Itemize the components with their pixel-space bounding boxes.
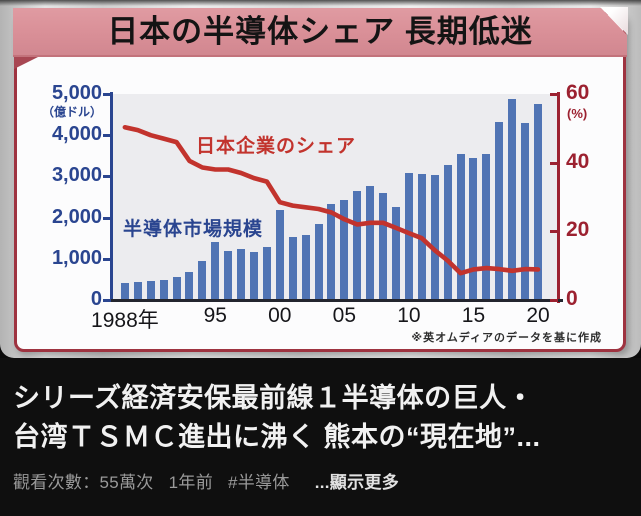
market-bar-2010 <box>404 173 413 300</box>
x-axis-label-1988: 1988年 <box>91 309 159 332</box>
right-y-axis-line <box>557 92 560 303</box>
x-axis-label-1995: 95 <box>203 304 227 327</box>
right-axis-tick <box>550 161 558 165</box>
x-axis-label-2010: 10 <box>397 304 421 327</box>
market-bar-2015 <box>469 158 478 300</box>
market-bar-1992 <box>172 277 181 300</box>
x-axis-label-2000: 00 <box>268 304 292 327</box>
video-player[interactable]: 日本の半導体シェア 長期低迷 （億ドル） (%) 日本企業のシェア 半導体市場規… <box>0 0 641 358</box>
market-bar-2000 <box>275 209 284 300</box>
market-bar-2007 <box>366 186 375 300</box>
market-bar-1998 <box>250 251 258 300</box>
market-bar-2005 <box>340 200 349 300</box>
right-axis-unit: (%) <box>567 106 588 121</box>
left-axis-tick <box>103 175 111 179</box>
left-axis-label-2,000: 2,000 <box>51 205 102 228</box>
series-label-japan-share: 日本企業のシェア <box>196 136 357 157</box>
left-axis-label-4,000: 4,000 <box>51 123 102 146</box>
market-bar-2006 <box>353 190 362 300</box>
market-bar-1997 <box>237 248 246 300</box>
market-bar-1990 <box>146 281 155 300</box>
plot-area <box>113 94 557 300</box>
left-axis-label-0: 0 <box>90 288 102 310</box>
japan-share-line <box>122 124 541 276</box>
market-bar-2013 <box>443 165 452 300</box>
market-bar-2009 <box>392 206 400 300</box>
source-note: ※英オムディアのデータを基に作成 <box>411 332 602 344</box>
left-axis-tick <box>103 257 111 261</box>
right-axis-label-0: 0 <box>566 287 578 310</box>
video-title-line1[interactable]: シリーズ経済安保最前線１半導体の巨人・ <box>13 383 535 413</box>
market-bar-1991 <box>159 279 168 300</box>
video-title[interactable]: シリーズ経済安保最前線１半導体の巨人・ 台湾ＴＳＭＣ進出に沸く 熊本の“現在地”… <box>13 379 628 457</box>
x-axis-label-2020: 20 <box>526 304 550 327</box>
market-bar-2018 <box>508 98 517 300</box>
show-more-link[interactable]: ...顯示更多 <box>314 473 399 492</box>
market-bar-1996 <box>224 251 233 300</box>
market-bar-1999 <box>262 247 271 300</box>
upload-age: 1年前 <box>168 473 213 492</box>
market-bar-2002 <box>301 234 310 300</box>
market-bar-2003 <box>314 223 323 300</box>
left-axis-tick <box>103 299 111 302</box>
market-bar-1988 <box>120 282 129 300</box>
left-axis-unit: （億ドル） <box>41 105 102 119</box>
left-axis-label-3,000: 3,000 <box>51 164 102 187</box>
video-info-section: シリーズ経済安保最前線１半導体の巨人・ 台湾ＴＳＭＣ進出に沸く 熊本の“現在地”… <box>0 358 641 516</box>
left-y-axis-line <box>110 92 113 301</box>
left-axis-tick <box>103 134 111 138</box>
right-axis-tick <box>550 93 558 96</box>
market-bar-2012 <box>430 175 439 300</box>
hashtag-link[interactable]: #半導体 <box>228 473 290 492</box>
right-axis-label-40: 40 <box>566 149 590 173</box>
market-bar-2001 <box>288 236 297 300</box>
x-axis-label-2015: 15 <box>461 304 486 327</box>
video-metadata: 觀看次數：55萬次 1年前 #半導体 ...顯示更多 <box>13 468 628 493</box>
view-count: 觀看次數：55萬次 <box>13 473 154 492</box>
x-axis-label-2005: 05 <box>332 304 357 327</box>
x-axis-line <box>106 299 563 302</box>
frame-top-shadow <box>0 0 641 6</box>
market-bar-2008 <box>379 192 388 300</box>
market-bar-2016 <box>482 154 491 300</box>
market-bar-2014 <box>456 154 465 300</box>
market-bar-1993 <box>185 272 194 300</box>
market-bar-1989 <box>133 281 142 300</box>
left-axis-label-5,000: 5,000 <box>51 82 102 104</box>
series-label-market-size: 半導体市場規模 <box>123 219 264 240</box>
title-ribbon: 日本の半導体シェア 長期低迷 <box>13 8 627 57</box>
market-bar-2004 <box>327 204 336 300</box>
left-axis-tick <box>103 93 111 96</box>
left-axis-label-1,000: 1,000 <box>51 246 102 269</box>
market-bar-1994 <box>198 260 207 300</box>
right-axis-tick <box>550 230 558 234</box>
right-axis-label-60: 60 <box>566 81 590 104</box>
market-bar-2019 <box>521 123 530 300</box>
left-axis-tick <box>103 216 111 220</box>
market-bar-2017 <box>495 122 504 300</box>
market-bar-2020 <box>534 103 543 300</box>
market-bar-1995 <box>211 242 220 300</box>
chart-layer: （億ドル） (%) 日本企業のシェア 半導体市場規模 ※英オムディアのデータを基… <box>41 81 602 344</box>
chart-title: 日本の半導体シェア 長期低迷 <box>107 14 533 49</box>
right-axis-tick <box>550 299 558 302</box>
video-title-line2[interactable]: 台湾ＴＳＭＣ進出に沸く 熊本の“現在地”... <box>13 422 541 452</box>
right-axis-label-20: 20 <box>566 218 590 242</box>
